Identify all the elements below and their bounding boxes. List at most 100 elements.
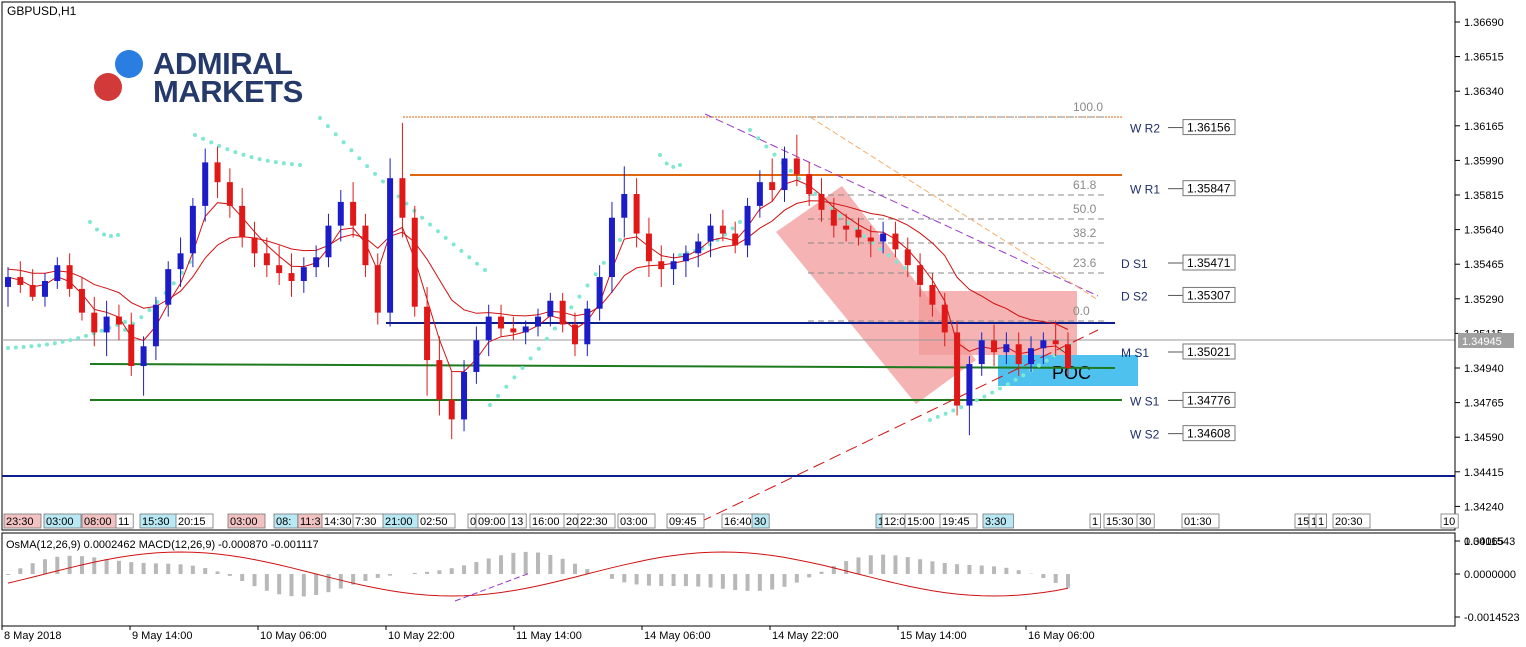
psar-dot — [837, 213, 842, 218]
level-line-ws1[interactable] — [89, 363, 1116, 369]
candle-body — [732, 233, 739, 246]
session-tag[interactable] — [1315, 513, 1328, 529]
fib-level-label: 61.8 — [1073, 178, 1097, 192]
candle-body — [66, 265, 73, 289]
session-tag[interactable] — [1181, 513, 1220, 529]
psar-dot — [52, 341, 57, 346]
osma-bar — [634, 574, 639, 585]
psar-dot — [217, 143, 222, 148]
psar-dot — [123, 320, 127, 324]
psar-dot — [990, 390, 995, 395]
candle-body — [152, 304, 159, 347]
osma-bar — [782, 574, 787, 587]
indicator-trendline[interactable] — [454, 572, 531, 602]
osma-bar — [942, 563, 947, 574]
psar-dot — [845, 220, 850, 225]
session-tag-label: 15:00 — [907, 516, 935, 528]
psar-dot — [894, 259, 899, 264]
price-tick-label: 1.36690 — [1464, 17, 1504, 29]
session-tag[interactable] — [1332, 513, 1371, 529]
pivot-value-box[interactable] — [1182, 286, 1236, 303]
pivot-value-box[interactable] — [1182, 425, 1236, 442]
session-tag[interactable] — [982, 513, 1014, 529]
session-tag[interactable] — [3, 513, 42, 529]
time-axis-label: 16 May 06:00 — [1028, 630, 1095, 642]
candle-body — [325, 225, 332, 258]
fib-trend-line[interactable] — [809, 116, 1099, 301]
psar-dot — [451, 242, 456, 247]
osma-bar — [215, 571, 220, 574]
time-axis-label: 10 May 22:00 — [388, 630, 455, 642]
osma-bar — [166, 563, 171, 574]
candle-body — [424, 306, 431, 361]
psar-dot — [1036, 363, 1041, 368]
session-tag[interactable] — [617, 513, 656, 529]
candle-body — [880, 233, 887, 242]
psar-dot — [671, 164, 676, 169]
pivot-value-box[interactable] — [1182, 391, 1236, 408]
session-tag[interactable] — [508, 513, 527, 529]
candle-body — [1065, 344, 1071, 368]
osma-bar — [967, 564, 972, 574]
candle-body — [756, 182, 763, 206]
osma-bar — [609, 574, 614, 579]
candle-body — [411, 217, 418, 307]
psar-dot — [341, 140, 346, 145]
psar-dot — [420, 215, 425, 220]
pivot-value-box[interactable] — [1182, 343, 1236, 360]
price-tick-label: 1.36515 — [1464, 52, 1504, 64]
descending-trendline[interactable] — [704, 113, 1099, 297]
osma-bar — [671, 574, 676, 586]
psar-dot — [862, 234, 867, 239]
logo-red-dot — [94, 73, 122, 101]
session-tag[interactable] — [1089, 513, 1102, 529]
osma-bar — [868, 555, 873, 574]
osma-bar — [129, 562, 134, 574]
osma-bar — [363, 574, 368, 581]
session-tag-label: 20 — [566, 516, 578, 528]
osma-bar — [42, 559, 47, 574]
candle-body — [904, 249, 911, 266]
pivot-value: 1.36156 — [1187, 121, 1231, 135]
psar-dot — [45, 342, 49, 347]
osma-bar — [930, 561, 935, 574]
session-tag[interactable] — [939, 513, 978, 529]
psar-dot — [488, 403, 492, 407]
pivot-value-box[interactable] — [1182, 254, 1236, 271]
osma-bar — [277, 574, 282, 595]
session-tag-label: 09:00 — [478, 516, 506, 528]
psar-dot — [102, 232, 106, 237]
candle-body — [165, 269, 172, 305]
session-tag[interactable] — [175, 513, 214, 529]
session-tag[interactable] — [115, 513, 134, 529]
candle-body — [263, 253, 270, 266]
candle-body — [806, 174, 813, 195]
session-tag[interactable] — [227, 513, 266, 529]
brand-logo: ADMIRAL MARKETS — [94, 46, 303, 109]
session-tag[interactable] — [417, 513, 456, 529]
session-tag[interactable] — [43, 513, 82, 529]
candle-body — [288, 273, 295, 282]
session-tag[interactable] — [1136, 513, 1155, 529]
osma-bar — [190, 565, 195, 574]
osma-bar — [153, 563, 158, 574]
osma-bar — [683, 574, 688, 587]
session-tag[interactable] — [666, 513, 705, 529]
psar-dot — [903, 266, 907, 270]
candle-body — [670, 261, 677, 270]
pivot-value-box[interactable] — [1182, 119, 1236, 136]
psar-dot — [459, 248, 464, 253]
session-tag[interactable] — [577, 513, 616, 529]
psar-dot — [796, 176, 801, 181]
session-tag[interactable] — [1440, 513, 1459, 529]
indicator-tick-label: 0.0011543 — [1464, 536, 1515, 548]
indicator-tick-label: 0.0000000 — [1464, 569, 1516, 581]
pivot-value-box[interactable] — [1182, 180, 1236, 197]
psar-dot — [1021, 373, 1026, 378]
psar-dot — [209, 140, 214, 145]
session-tag[interactable] — [751, 513, 770, 529]
price-tick-label: 1.34940 — [1464, 363, 1504, 375]
psar-dot — [76, 336, 81, 341]
psar-dot — [928, 418, 932, 422]
